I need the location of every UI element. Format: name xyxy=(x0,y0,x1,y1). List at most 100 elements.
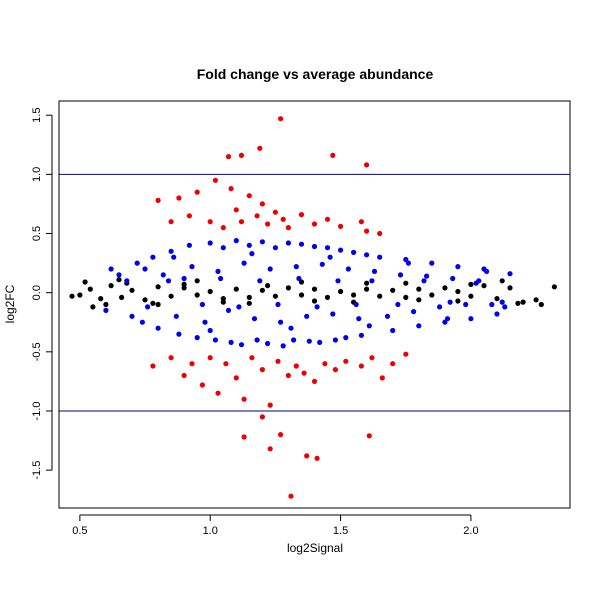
y-tick-label: 0.0 xyxy=(31,285,43,300)
data-point xyxy=(186,242,192,248)
data-point xyxy=(416,323,422,329)
data-point xyxy=(246,294,252,300)
data-point xyxy=(142,266,148,272)
data-point xyxy=(165,278,172,284)
data-point xyxy=(225,154,232,160)
data-point xyxy=(311,378,318,384)
data-point xyxy=(259,239,265,245)
data-point xyxy=(246,193,252,199)
data-point xyxy=(330,152,336,158)
data-point xyxy=(220,299,226,305)
data-point xyxy=(124,278,130,284)
data-point xyxy=(246,242,252,248)
data-point xyxy=(272,293,278,299)
x-tick-label: 1.0 xyxy=(203,525,218,537)
data-point xyxy=(311,243,318,250)
data-point xyxy=(293,264,299,270)
data-point xyxy=(358,363,364,369)
data-point xyxy=(304,313,310,319)
data-point xyxy=(207,219,213,225)
data-point xyxy=(241,434,247,440)
y-axis-label: log2FC xyxy=(3,284,17,323)
data-point xyxy=(233,286,239,292)
data-point xyxy=(207,355,213,361)
data-point xyxy=(364,252,370,258)
data-point xyxy=(403,256,409,263)
data-point xyxy=(155,284,161,290)
data-point xyxy=(390,361,396,367)
data-point xyxy=(181,275,187,282)
data-point xyxy=(233,207,239,213)
data-point xyxy=(150,300,156,306)
data-point xyxy=(257,145,263,151)
data-point xyxy=(181,372,187,379)
data-point xyxy=(364,286,370,292)
plot-area-frame xyxy=(58,100,571,509)
data-point xyxy=(225,307,232,313)
data-point xyxy=(507,285,513,291)
data-point xyxy=(77,292,83,298)
data-point xyxy=(481,283,487,289)
data-point xyxy=(421,278,427,284)
data-point xyxy=(343,358,349,364)
data-point xyxy=(291,337,297,343)
data-point xyxy=(369,278,375,284)
data-point xyxy=(108,283,114,289)
data-point xyxy=(311,221,318,227)
data-point xyxy=(233,375,239,381)
data-point xyxy=(429,292,435,298)
data-point xyxy=(220,225,226,231)
data-point xyxy=(364,162,370,168)
data-point xyxy=(265,221,271,227)
data-point xyxy=(155,197,161,203)
data-point xyxy=(259,287,265,293)
threshold-lines xyxy=(59,173,570,412)
data-point xyxy=(296,275,302,282)
data-point xyxy=(437,304,443,310)
data-point xyxy=(223,361,229,367)
data-point xyxy=(139,319,145,325)
data-point xyxy=(207,288,213,295)
data-point xyxy=(463,301,469,308)
data-point xyxy=(251,316,258,322)
data-point xyxy=(176,195,182,201)
data-point xyxy=(364,280,370,286)
y-tick-label: -0.5 xyxy=(31,342,43,361)
data-point xyxy=(171,254,177,260)
data-point xyxy=(343,335,349,341)
data-point xyxy=(212,177,218,183)
data-point xyxy=(345,266,351,272)
data-point xyxy=(238,219,245,225)
data-point xyxy=(319,261,325,267)
data-point xyxy=(267,446,273,452)
data-point xyxy=(129,313,135,319)
data-point xyxy=(150,363,156,369)
data-point xyxy=(218,275,224,282)
y-tick-label: -1.0 xyxy=(31,401,43,420)
data-point xyxy=(494,296,500,302)
data-point xyxy=(186,213,192,219)
data-point xyxy=(371,268,378,274)
data-point xyxy=(215,390,221,396)
data-point xyxy=(311,298,318,304)
data-point xyxy=(249,251,255,257)
data-point xyxy=(116,272,122,278)
y-tick-label: 0.5 xyxy=(31,226,43,241)
data-point xyxy=(272,245,278,251)
data-point xyxy=(364,228,370,234)
data-point xyxy=(507,271,513,277)
data-point xyxy=(285,225,291,231)
data-point xyxy=(468,281,474,287)
data-point xyxy=(155,301,161,308)
data-point xyxy=(366,323,372,329)
data-point xyxy=(384,313,391,319)
chart-title: Fold change vs average abundance xyxy=(197,66,434,82)
x-tick-label: 2.0 xyxy=(463,525,478,537)
data-point xyxy=(189,264,195,270)
data-point xyxy=(278,116,284,122)
data-point xyxy=(288,493,294,499)
data-point xyxy=(494,311,500,317)
data-point xyxy=(87,286,93,292)
data-point xyxy=(502,304,508,310)
